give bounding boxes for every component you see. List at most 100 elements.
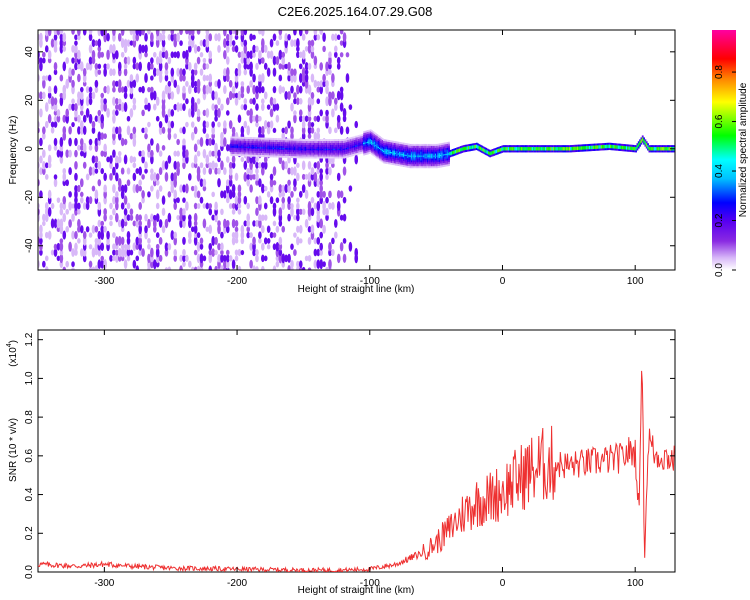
spectrogram-noise-cell: [211, 103, 215, 111]
spectrogram-noise-cell: [199, 68, 204, 76]
spectrogram-noise-cell: [287, 213, 291, 222]
spectrogram-ridge-cell: [651, 147, 653, 151]
spectrogram-noise-cell: [138, 185, 142, 192]
spectrogram-ridge-cell: [567, 147, 570, 151]
spectrogram-noise-cell: [319, 168, 323, 174]
spectrogram-noise-cell: [47, 189, 52, 200]
spectrogram-noise-cell: [77, 73, 81, 83]
spectrogram-noise-cell: [173, 33, 178, 41]
spectrogram-noise-cell: [214, 201, 218, 211]
spectrogram-noise-cell: [316, 34, 321, 41]
spectrogram-noise-cell: [211, 214, 215, 221]
snr-scale-factor: (x104): [6, 340, 19, 367]
spectrogram-noise-cell: [196, 56, 201, 65]
spectrogram-noise-cell: [234, 219, 239, 227]
spectrogram-noise-cell: [261, 225, 265, 234]
spectrogram-ridge-cell: [546, 147, 549, 151]
spectrogram-ridge-cell: [530, 147, 533, 151]
spectrogram-x-label: Height of straight line (km): [298, 284, 415, 295]
spectrogram-noise-cell: [141, 85, 145, 94]
spectrogram-noise-cell: [120, 244, 125, 250]
spectrogram-ridge-cell: [381, 149, 384, 151]
spectrogram-noise-cell: [182, 155, 186, 164]
spectrogram-noise-cell: [115, 126, 119, 135]
spectrogram-noise-cell: [123, 38, 128, 48]
spectrogram-noise-cell: [91, 120, 96, 129]
spectrogram-noise-cell: [179, 68, 183, 77]
spectrogram-noise-cell: [316, 237, 321, 245]
spectrogram-noise-cell: [322, 116, 326, 122]
spectrogram-ridge-cell: [521, 147, 523, 151]
spectrogram-noise-cell: [278, 34, 283, 41]
spectrogram-noise-cell: [85, 86, 90, 94]
spectrogram-ridge-cell: [311, 148, 314, 150]
spectrogram-noise-cell: [252, 154, 256, 165]
spectrogram-noise-cell: [62, 168, 67, 175]
spectrogram-noise-cell: [182, 197, 186, 203]
spectrogram-ridge-cell: [465, 146, 468, 150]
spectrogram-noise-cell: [39, 190, 43, 199]
spectrogram-ridge-cell: [238, 146, 241, 148]
spectrogram-noise-cell: [62, 230, 67, 240]
spectrogram-noise-cell: [59, 149, 64, 158]
spectrogram-noise-cell: [225, 33, 230, 41]
spectrogram-noise-cell: [228, 255, 233, 262]
spectrogram-noise-cell: [161, 30, 166, 35]
spectrogram-noise-cell: [231, 85, 236, 94]
spectrogram-ridge-cell: [321, 148, 324, 150]
spectrogram-noise-cell: [237, 203, 242, 209]
spectrogram-noise-cell: [42, 75, 46, 81]
spectrogram-noise-cell: [223, 218, 227, 229]
spectrogram-ridge-cell: [564, 147, 567, 151]
spectrogram-noise-cell: [319, 231, 323, 239]
spectrogram-noise-cell: [223, 74, 227, 82]
spectrogram-noise-cell: [74, 34, 78, 41]
spectrogram-ridge-cell: [286, 148, 288, 150]
spectrogram-noise-cell: [240, 249, 245, 256]
spectrogram-noise-cell: [79, 144, 84, 151]
spectrogram-ridge-cell: [576, 146, 579, 150]
spectrogram-noise-cell: [71, 230, 75, 240]
spectrogram-noise-cell: [290, 259, 294, 269]
scale-close: ): [8, 340, 19, 343]
spectrogram-noise-cell: [82, 161, 87, 169]
snr-panel: -300 -200 -100 0 100 0.00.20.40.60.81.01.2 H…: [6, 329, 676, 596]
spectrogram-noise-cell: [231, 30, 236, 35]
svg-text:(x104): (x104): [6, 340, 19, 367]
spectrogram-noise-cell: [117, 219, 122, 228]
spectrogram-noise-cell: [199, 162, 204, 169]
spectrogram-noise-cell: [91, 155, 96, 164]
spectrogram-noise-cell: [150, 75, 154, 81]
spectrogram-noise-cell: [100, 225, 105, 234]
spectrogram-noise-cell: [252, 73, 256, 83]
spectrogram-noise-cell: [234, 238, 239, 244]
spectrogram-noise-cell: [217, 97, 221, 106]
spectrogram-noise-cell: [94, 241, 99, 252]
spectrogram-noise-cell: [228, 90, 233, 101]
spectrogram-ridge-cell: [255, 147, 258, 149]
spectrogram-noise-cell: [190, 33, 195, 41]
spectrogram-ridge-cell: [318, 148, 320, 150]
spectrogram-noise-cell: [117, 103, 122, 111]
spectrogram-noise-cell: [263, 237, 268, 245]
spectrogram-noise-cell: [112, 96, 116, 106]
spectrogram-ridge-cell: [463, 146, 466, 151]
spectrogram-noise-cell: [152, 51, 157, 58]
spectrogram-noise-cell: [298, 51, 303, 58]
spectrogram-ridge-cell: [475, 144, 478, 149]
spectrogram-noise-cell: [62, 201, 67, 211]
spectrogram-ridge-cell: [543, 147, 546, 151]
spectrogram-noise-cell: [173, 231, 178, 239]
spectrogram-noise-cell: [249, 61, 253, 72]
spectrogram-ridge-cell: [493, 150, 495, 154]
spectrogram-ridge-cell: [304, 148, 307, 150]
y-tick-label: 1.2: [24, 332, 35, 346]
spectrogram-noise-cell: [44, 231, 49, 239]
spectrogram-noise-cell: [325, 161, 329, 169]
spectrogram-noise-cell: [179, 127, 183, 134]
spectrogram-ridge-cell: [294, 148, 296, 150]
spectrogram-ridge-cell: [372, 142, 375, 145]
spectrogram-noise-cell: [319, 62, 323, 71]
spectrogram-noise-cell: [47, 154, 52, 165]
spectrogram-noise-cell: [211, 132, 215, 140]
